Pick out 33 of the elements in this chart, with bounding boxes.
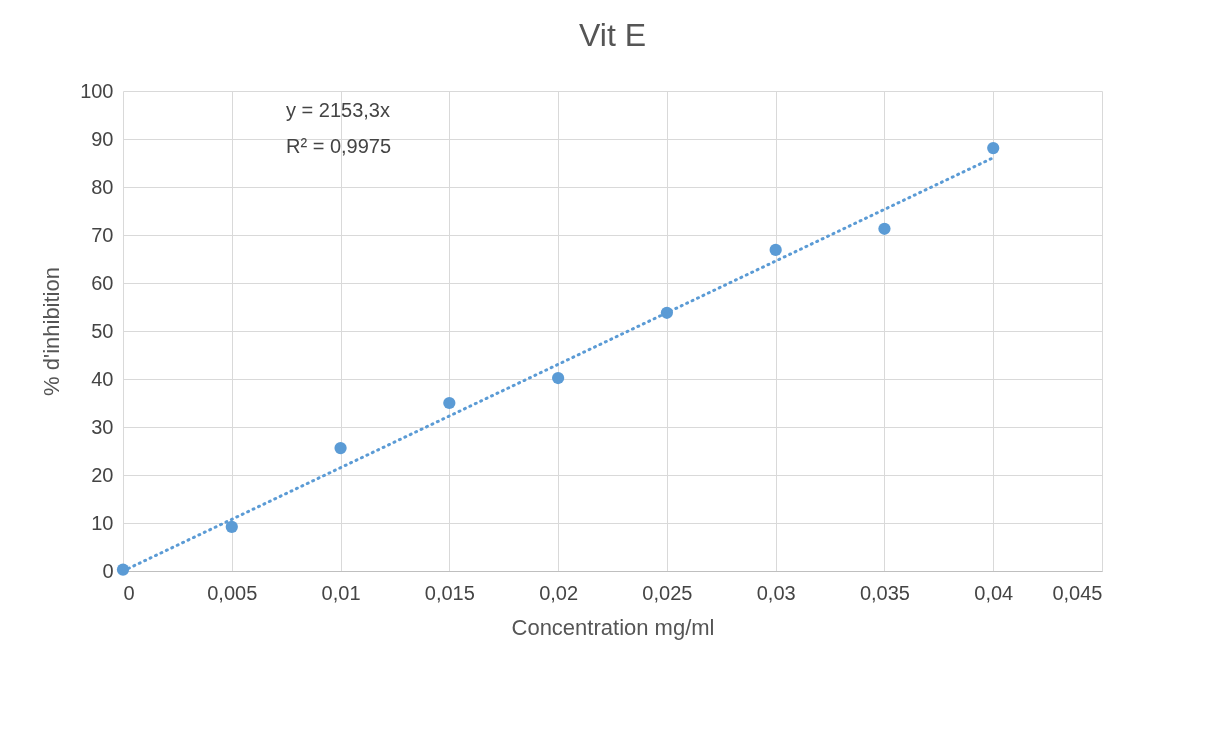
- x-tick-label: 0,02: [539, 581, 579, 604]
- point: [878, 222, 891, 235]
- y-tick-label: 0: [102, 559, 114, 582]
- y-tick-label: 20: [91, 463, 114, 486]
- y-axis-title: % d'inhibition: [39, 267, 65, 396]
- y-tick-label: 30: [91, 415, 114, 438]
- y-tick-label: 80: [91, 175, 114, 198]
- y-tick-label: 60: [91, 271, 114, 294]
- point: [551, 371, 565, 385]
- point: [334, 442, 347, 455]
- x-tick-label: 0,04: [974, 581, 1014, 604]
- x-tick-label: 0,005: [207, 581, 258, 604]
- x-axis-title: Concentration mg/ml: [511, 614, 715, 640]
- x-tick-label: 0,015: [424, 581, 475, 604]
- y-tick-label: 70: [91, 223, 114, 246]
- x-tick-label: 0,045: [1052, 581, 1103, 604]
- point: [443, 396, 456, 410]
- annotation: y = 2153,3x: [286, 99, 390, 121]
- x-tick-label: 0,01: [321, 581, 361, 604]
- y-tick-label: 50: [91, 319, 114, 342]
- annotation: R² = 0,9975: [286, 135, 392, 157]
- x-tick-label: 0,03: [756, 581, 796, 604]
- y-tick-label: 100: [80, 79, 114, 102]
- point: [769, 243, 782, 256]
- chart-title: Vit E: [579, 17, 646, 53]
- y-tick-label: 40: [91, 367, 114, 390]
- y-tick-label: 90: [91, 127, 114, 150]
- point: [225, 520, 238, 533]
- x-tick-label: 0,035: [859, 581, 910, 604]
- point: [987, 142, 1000, 155]
- x-tick-label: 0: [123, 581, 135, 604]
- y-tick-label: 10: [91, 511, 114, 534]
- x-tick-label: 0,025: [642, 581, 693, 604]
